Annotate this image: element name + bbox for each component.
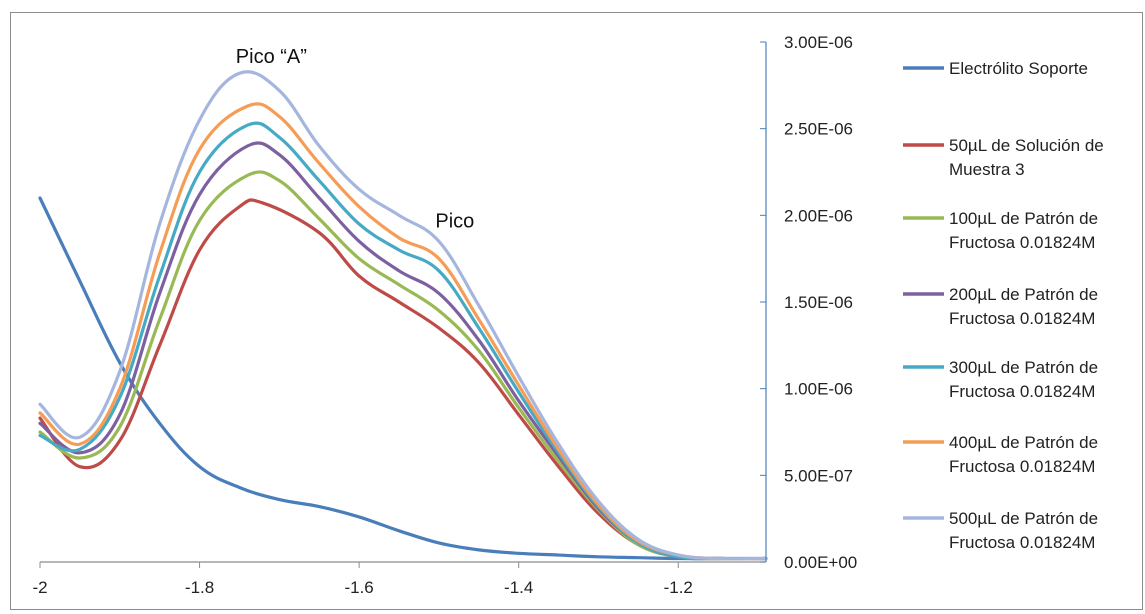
x-tick-label: -1.4 bbox=[504, 578, 533, 597]
chart-frame bbox=[10, 12, 1143, 610]
y-tick-label: 1.00E-06 bbox=[784, 380, 853, 399]
legend-label-4-line2: Fructosa 0.01824M bbox=[949, 309, 1095, 328]
legend-label-6-line2: Fructosa 0.01824M bbox=[949, 457, 1095, 476]
annotation-2: Pico bbox=[435, 210, 474, 232]
legend-label-5-line2: Fructosa 0.01824M bbox=[949, 382, 1095, 401]
x-tick-label: -1.8 bbox=[185, 578, 214, 597]
x-tick-label: -1.2 bbox=[664, 578, 693, 597]
annotation-1: Pico “A” bbox=[236, 46, 307, 68]
legend-label-5: 300µL de Patrón de bbox=[949, 358, 1098, 377]
y-tick-label: 2.50E-06 bbox=[784, 120, 853, 139]
legend-label-1: Electrólito Soporte bbox=[949, 59, 1088, 78]
series-line-6 bbox=[38, 102, 768, 561]
legend-label-6: 400µL de Patrón de bbox=[949, 433, 1098, 452]
annotation-layer: Pico “A” Pico bbox=[236, 46, 475, 233]
legend-label-3-line2: Fructosa 0.01824M bbox=[949, 233, 1095, 252]
legend-label-2-line2: Muestra 3 bbox=[949, 160, 1025, 179]
axis-layer: -2 -1.8 -1.6 -1.4 -1.2 0.00E+00 5.00E-07 1.00E-… bbox=[32, 33, 857, 597]
x-tick-label: -2 bbox=[32, 578, 47, 597]
series-line-7 bbox=[38, 70, 768, 561]
x-tick-label: -1.6 bbox=[344, 578, 373, 597]
series-layer bbox=[38, 70, 768, 561]
legend-label-2: 50µL de Solución de bbox=[949, 136, 1104, 155]
series-line-1 bbox=[38, 196, 768, 561]
series-line-5 bbox=[38, 121, 768, 561]
y-tick-label: 5.00E-07 bbox=[784, 466, 853, 485]
legend: Electrólito Soporte 50µL de Solución de Mu… bbox=[903, 59, 1104, 552]
y-tick-label: 2.00E-06 bbox=[784, 206, 853, 225]
y-tick-label: 0.00E+00 bbox=[784, 553, 857, 572]
y-tick-label: 1.50E-06 bbox=[784, 293, 853, 312]
legend-label-7-line2: Fructosa 0.01824M bbox=[949, 533, 1095, 552]
series-line-3 bbox=[38, 170, 768, 561]
y-tick-label: 3.00E-06 bbox=[784, 33, 853, 52]
legend-label-3: 100µL de Patrón de bbox=[949, 209, 1098, 228]
legend-label-7: 500µL de Patrón de bbox=[949, 509, 1098, 528]
legend-label-4: 200µL de Patrón de bbox=[949, 285, 1098, 304]
